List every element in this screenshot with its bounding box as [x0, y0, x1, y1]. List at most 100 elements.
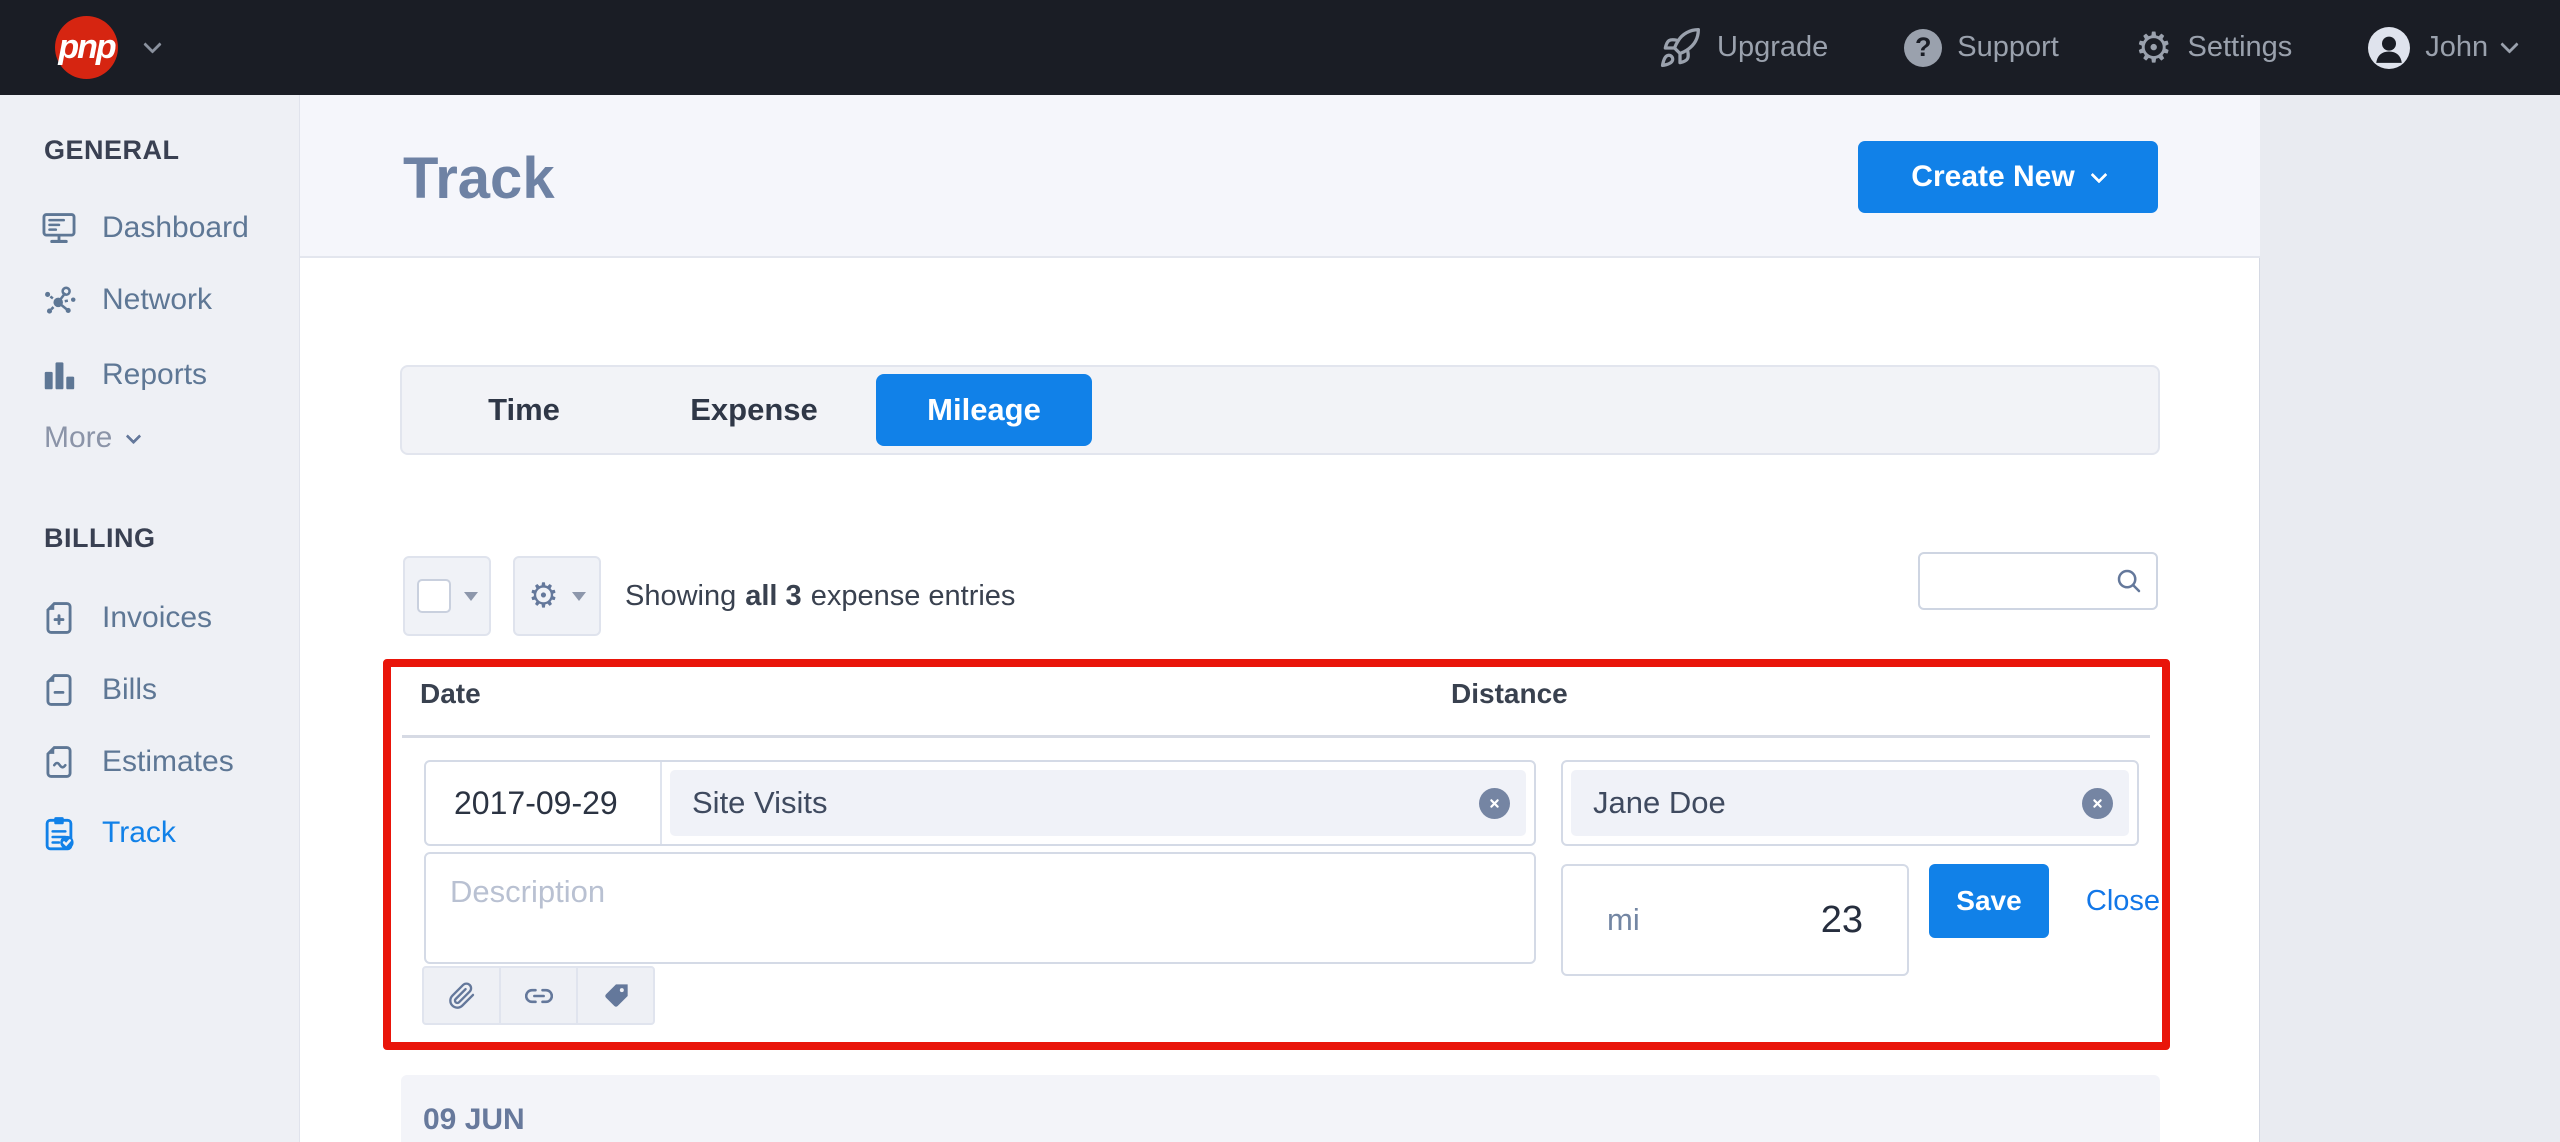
sidebar: GENERAL Dashboard: [0, 95, 300, 1142]
sidebar-heading-billing: BILLING: [44, 523, 156, 553]
showing-suffix: expense entries: [810, 579, 1016, 612]
gear-icon: ⚙: [528, 576, 559, 616]
sidebar-heading-general: GENERAL: [44, 135, 180, 165]
tab-expense[interactable]: Expense: [690, 392, 818, 427]
app-logo: pnp: [55, 16, 118, 79]
showing-count: all 3: [745, 579, 802, 612]
upgrade-button[interactable]: Upgrade: [1658, 26, 1828, 70]
invoice-icon: [46, 602, 72, 634]
dashboard-icon: [42, 213, 76, 244]
clear-category-button[interactable]: [1479, 787, 1510, 819]
unit-label: mi: [1607, 902, 1640, 937]
question-glyph: ?: [1915, 32, 1932, 62]
network-icon: [45, 286, 76, 314]
brand-menu[interactable]: pnp: [55, 0, 162, 95]
topbar: pnp Upgrade ? Support ⚙ Settings: [0, 0, 2560, 95]
support-button[interactable]: ? Support: [1904, 28, 2059, 67]
sidebar-label: Bills: [102, 673, 158, 706]
chevron-down-icon: [143, 35, 162, 54]
checkbox-icon[interactable]: [416, 579, 451, 613]
main-content: Time Expense Mileage ⚙ Showing all 3 exp…: [300, 258, 2260, 1142]
bar-chart-icon: [44, 362, 75, 390]
more-label: More: [44, 421, 113, 454]
user-name: John: [2425, 31, 2489, 63]
showing-status: Showing all 3 expense entries: [625, 556, 1015, 636]
person-icon: [2376, 36, 2403, 63]
sidebar-item-track[interactable]: Track: [40, 811, 176, 855]
create-new-label: Create New: [1911, 160, 2075, 193]
sidebar-item-invoices[interactable]: Invoices: [40, 596, 212, 640]
date-group-label: 09 JUN: [423, 1103, 525, 1136]
estimate-icon: [46, 746, 72, 778]
create-new-button[interactable]: Create New: [1858, 141, 2158, 213]
caret-down-icon: [571, 591, 586, 601]
distance-value: 23: [1820, 898, 1863, 941]
rocket-icon: [1660, 27, 1700, 67]
upgrade-label: Upgrade: [1717, 31, 1829, 63]
sidebar-item-bills[interactable]: Bills: [40, 668, 157, 712]
topbar-nav: Upgrade ? Support ⚙ Settings John: [1658, 0, 2519, 95]
sidebar-item-dashboard[interactable]: Dashboard: [40, 206, 249, 250]
support-label: Support: [1957, 31, 2059, 63]
page-title: Track: [403, 146, 555, 211]
sidebar-item-reports[interactable]: Reports: [40, 353, 207, 397]
settings-button[interactable]: ⚙ Settings: [2134, 22, 2293, 72]
x-icon: [1490, 798, 1499, 808]
date-group-header: 09 JUN: [401, 1075, 2160, 1142]
column-header-date: Date: [420, 678, 481, 709]
save-button[interactable]: Save: [1929, 864, 2049, 938]
showing-prefix: Showing: [625, 579, 737, 612]
chevron-down-icon: [126, 428, 142, 444]
client-value: Jane Doe: [1593, 785, 1726, 820]
sidebar-label: Estimates: [102, 745, 234, 778]
distance-input[interactable]: mi 23: [1561, 864, 1909, 976]
tag-icon: [604, 983, 628, 1007]
logo-text: pnp: [58, 28, 116, 66]
entry-row-client: Jane Doe: [1561, 760, 2139, 846]
category-field[interactable]: Site Visits: [670, 770, 1526, 836]
attachment-toolbar: [422, 966, 655, 1025]
chevron-down-icon: [2500, 35, 2519, 54]
search-icon: [2117, 569, 2141, 593]
chevron-down-icon: [2090, 166, 2108, 184]
close-link[interactable]: Close: [2085, 884, 2161, 917]
clear-client-button[interactable]: [2082, 787, 2113, 819]
sidebar-label: Reports: [102, 358, 208, 391]
search-box: [1918, 552, 2158, 610]
paperclip-icon: [448, 981, 474, 1009]
sidebar-label: Invoices: [102, 601, 213, 634]
caret-down-icon: [463, 591, 478, 601]
sidebar-more-toggle[interactable]: More: [44, 418, 142, 458]
x-icon: [2093, 798, 2102, 808]
column-header-distance: Distance: [1451, 678, 1568, 709]
add-link-button[interactable]: [499, 966, 578, 1025]
category-value: Site Visits: [692, 785, 828, 820]
link-icon: [524, 988, 553, 1003]
settings-label: Settings: [2187, 31, 2293, 63]
search-input[interactable]: [1920, 554, 2156, 608]
add-tag-button[interactable]: [576, 966, 655, 1025]
user-menu[interactable]: John: [2368, 26, 2519, 69]
attach-file-button[interactable]: [422, 966, 501, 1025]
sidebar-label: Dashboard: [102, 211, 249, 244]
date-input[interactable]: 2017-09-29: [426, 762, 662, 844]
gear-icon: ⚙: [2134, 22, 2173, 72]
tab-time[interactable]: Time: [488, 392, 560, 427]
client-field[interactable]: Jane Doe: [1571, 770, 2129, 836]
select-all-dropdown[interactable]: [403, 556, 491, 636]
sidebar-label: Track: [102, 816, 176, 849]
actions-gear-dropdown[interactable]: ⚙: [513, 556, 601, 636]
avatar: [2368, 26, 2411, 69]
clipboard-check-icon: [45, 817, 74, 851]
page-header: Track Create New: [300, 95, 2260, 258]
question-icon: ?: [1904, 28, 1943, 67]
tabs-bar: Time Expense Mileage: [400, 365, 2160, 455]
tab-mileage[interactable]: Mileage: [876, 374, 1092, 446]
sidebar-label: Network: [102, 283, 213, 316]
sidebar-item-network[interactable]: Network: [40, 278, 212, 322]
description-input[interactable]: [424, 852, 1536, 964]
sidebar-item-estimates[interactable]: Estimates: [40, 740, 234, 784]
bill-icon: [46, 674, 72, 706]
entry-row-main: 2017-09-29 Site Visits: [424, 760, 1536, 846]
